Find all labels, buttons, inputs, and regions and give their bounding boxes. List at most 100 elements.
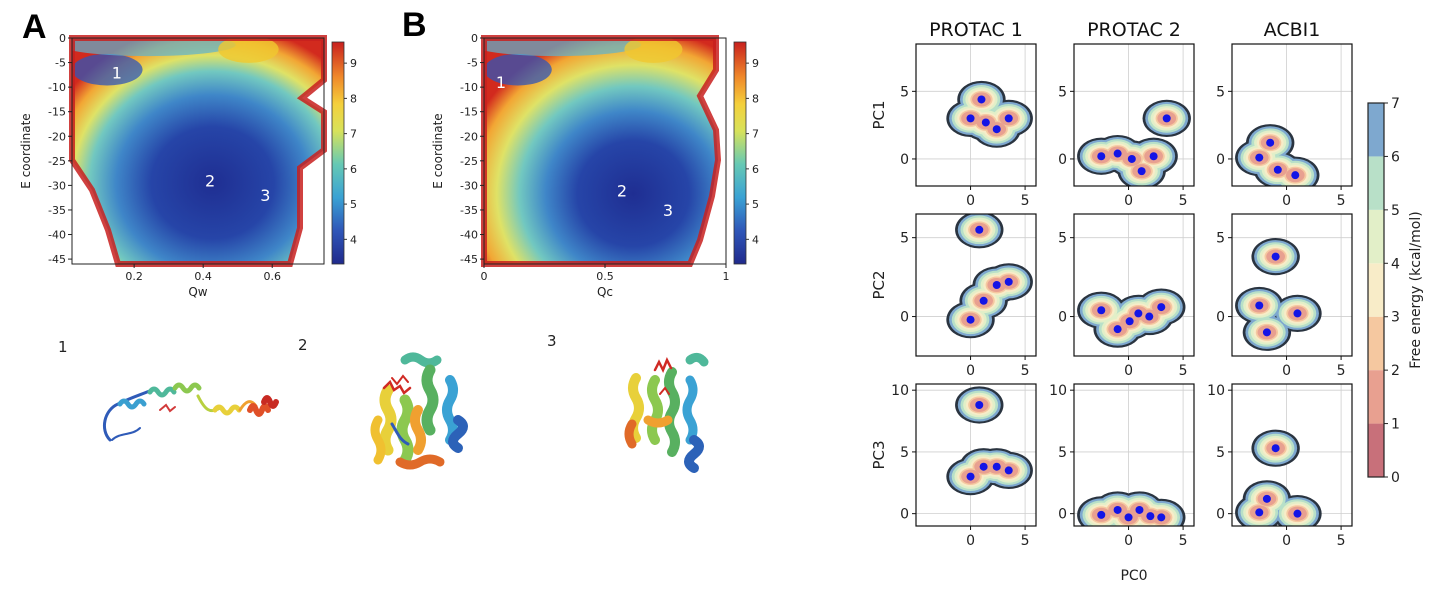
free-energy-minimum: [1145, 312, 1154, 321]
colorbar-level: [1368, 156, 1384, 210]
pca-cell: 0 5 0 5: [1058, 213, 1195, 379]
y-tick-label: 0: [471, 32, 478, 45]
row-axis-label: PC1: [870, 100, 888, 129]
y-tick-label: -15: [48, 106, 66, 119]
y-tick-label: 0: [900, 310, 909, 326]
free-energy-minimum: [1004, 466, 1013, 475]
free-energy-minimum: [1135, 505, 1144, 514]
structure-label-2: 2: [298, 336, 308, 354]
colorbar-tick-label: 7: [752, 128, 759, 141]
pca-cell: 0 5 0 5: [1058, 43, 1195, 209]
free-energy-minimum: [1293, 309, 1302, 318]
y-tick-label: -25: [460, 155, 478, 168]
x-tick-label: 0: [1124, 363, 1133, 379]
free-energy-minimum: [1124, 513, 1133, 522]
y-tick-label: 5: [900, 231, 909, 247]
y-tick-label: -15: [460, 106, 478, 119]
protein-structure-2-image: [370, 352, 468, 470]
heatmap-b: [481, 35, 726, 267]
x-tick-label: 5: [1337, 193, 1346, 209]
free-energy-minimum: [992, 125, 1001, 134]
x-tick-label: 0: [1124, 193, 1133, 209]
y-axis-label: E coordinate: [19, 113, 33, 188]
colorbar-tick-label: 9: [752, 57, 759, 70]
x-tick-label: 5: [1337, 363, 1346, 379]
x-axis-label: Qw: [188, 285, 207, 299]
y-tick-label: -45: [460, 253, 478, 266]
x-tick-label: 0.6: [263, 270, 281, 283]
y-tick-label: 5: [900, 445, 909, 461]
y-tick-label: 0: [1216, 152, 1225, 168]
pca-cell: 0 5 0 5: [900, 43, 1037, 209]
free-energy-minimum: [1113, 505, 1122, 514]
colorbar-tick-label: 6: [350, 163, 357, 176]
colorbar-b: 4 5 6 7 8 9: [733, 41, 759, 265]
free-energy-minimum: [1271, 252, 1280, 261]
colorbar-tick-label: 4: [752, 233, 759, 246]
y-tick-label: -30: [460, 179, 478, 192]
y-tick-label: 0: [1058, 507, 1067, 523]
pca-cell: 0 5 0 5: [900, 213, 1037, 379]
protein-structures: 1 2 3: [58, 332, 709, 473]
y-tick-label: 10: [1207, 383, 1225, 399]
x-tick-label: 5: [1179, 193, 1188, 209]
y-tick-label: 0: [900, 507, 909, 523]
x-tick-label: 0: [481, 270, 488, 283]
pca-cell: 0 5 10 0 5: [1207, 383, 1353, 549]
x-tick-label: 1: [723, 270, 730, 283]
free-energy-minimum: [977, 95, 986, 104]
free-energy-minimum: [1127, 154, 1136, 163]
structure-label-3: 3: [547, 332, 557, 350]
colorbar-gradient: [331, 41, 345, 265]
free-energy-minimum: [1125, 317, 1134, 326]
y-tick-label: -45: [48, 253, 66, 266]
free-energy-minimum: [1293, 509, 1302, 518]
y-tick-label: 5: [900, 84, 909, 100]
free-energy-minimum: [1271, 444, 1280, 453]
basin-label: 3: [663, 201, 673, 220]
y-tick-label: 0: [1058, 310, 1067, 326]
free-energy-minimum: [1134, 309, 1143, 318]
y-tick-label: 5: [1216, 445, 1225, 461]
free-energy-minimum: [966, 114, 975, 123]
free-energy-minimum: [1004, 114, 1013, 123]
free-energy-minimum: [1266, 138, 1275, 147]
column-title: PROTAC 2: [1087, 19, 1181, 41]
y-tick-label: -35: [48, 204, 66, 217]
panel-a: A 0 -5 -10 -15 -20 -25 -30 -35 -40 -45 0.2 0.4 0.6 Qw…: [19, 8, 357, 299]
colorbar-tick-label: 2: [1391, 363, 1400, 379]
free-energy-minimum: [975, 400, 984, 409]
pca-cell: 0 5 10 0 5: [891, 383, 1037, 549]
colorbar-a: 4 5 6 7 8 9: [331, 41, 357, 265]
colorbar-level: [1368, 423, 1384, 477]
free-energy-minimum: [1097, 510, 1106, 519]
colorbar-tick-label: 4: [1391, 256, 1400, 272]
y-axis-label: E coordinate: [431, 113, 445, 188]
colorbar-gradient: [733, 41, 747, 265]
free-energy-minimum: [1262, 328, 1271, 337]
y-tick-label: 0: [1058, 152, 1067, 168]
x-tick-label: 5: [1021, 193, 1030, 209]
y-tick-label: 5: [1058, 231, 1067, 247]
annotations-b: 1 2 3: [496, 73, 673, 220]
free-energy-minimum: [1255, 153, 1264, 162]
x-tick-label: 0: [1282, 533, 1291, 549]
free-energy-minimum: [1137, 167, 1146, 176]
y-tick-label: -35: [460, 204, 478, 217]
y-tick-label: -25: [48, 155, 66, 168]
x-tick-label: 0.2: [125, 270, 143, 283]
y-tick-label: 5: [1216, 231, 1225, 247]
panel-letter-b: B: [402, 6, 427, 44]
basin-label: 1: [496, 73, 506, 92]
free-energy-minimum: [981, 118, 990, 127]
y-tick-label: -20: [460, 130, 478, 143]
colorbar-tick-label: 9: [350, 57, 357, 70]
y-tick-label: 0: [59, 32, 66, 45]
y-tick-label: -5: [467, 57, 478, 70]
colorbar-level: [1368, 209, 1384, 264]
colorbar-level: [1368, 263, 1384, 317]
